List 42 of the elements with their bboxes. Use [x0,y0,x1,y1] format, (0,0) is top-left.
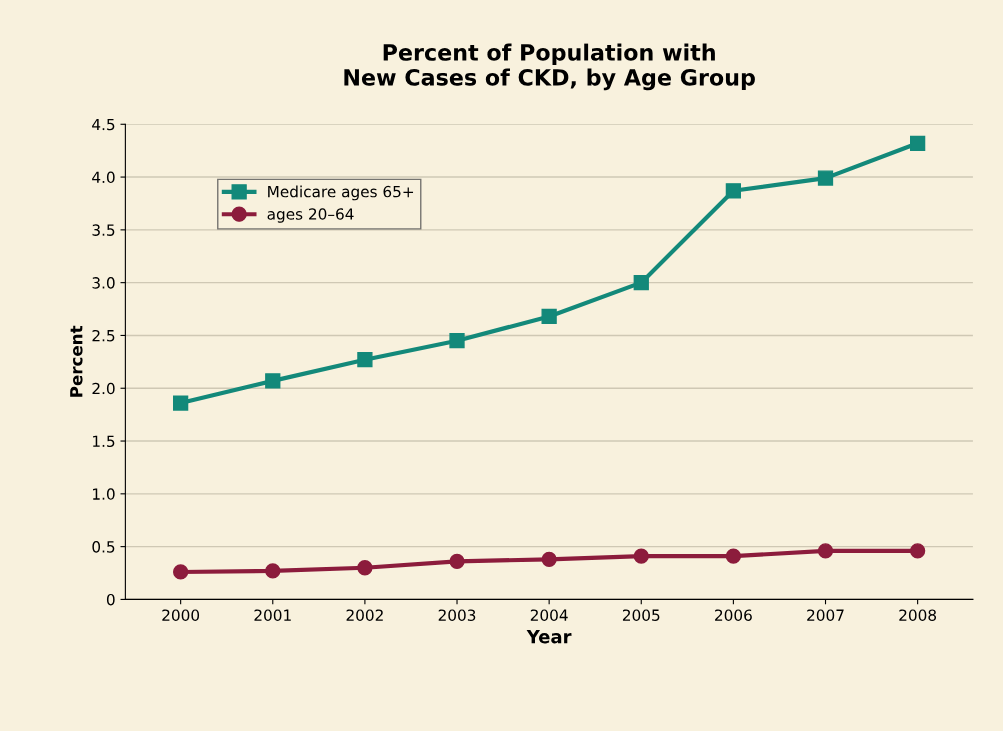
point [265,563,281,579]
x-tick-label: 2006 [715,609,752,621]
legend-label: ages 20–64 [267,208,354,223]
point [449,553,465,570]
y-tick-label: 3.5 [92,224,115,236]
chart-title: Percent of Population with New Cases of CKD, by Age Group [344,43,755,91]
x-tick-label: 2008 [899,609,937,621]
point [633,548,649,564]
point [357,352,373,368]
y-tick-label: 1.5 [93,435,115,448]
x-tick-label: 2002 [346,609,383,621]
point [909,543,926,559]
point [357,560,373,576]
y-tick-label: 2.5 [92,329,115,342]
point [449,333,465,349]
point [265,373,281,389]
point [541,308,557,325]
y-tick-label: 2.0 [92,382,115,395]
point [633,275,649,291]
x-tick-label: 2007 [807,609,844,621]
y-tick-label: 0 [106,593,115,606]
point [909,135,926,151]
y-tick-label: 1.0 [93,488,115,500]
legend-label: Medicare ages 65+ [268,185,414,201]
x-axis-title: Year [526,630,572,644]
point [173,395,189,411]
x-tick-label: 2004 [530,609,568,621]
point [725,183,742,199]
point [725,548,742,564]
y-tick-label: 0.5 [92,541,115,553]
point [173,564,189,580]
x-tick-label: 2001 [254,609,291,621]
y-tick-label: 4.0 [92,171,115,184]
x-tick-label: 2000 [162,609,200,621]
x-tick-label: 2005 [622,609,660,621]
point [817,543,834,559]
y-tick-label: 3.0 [92,277,115,289]
y-axis-title: Percent [70,325,83,397]
y-tick-label: 4.5 [92,118,115,131]
point [817,170,834,186]
point [541,551,557,567]
x-tick-label: 2003 [438,609,476,621]
